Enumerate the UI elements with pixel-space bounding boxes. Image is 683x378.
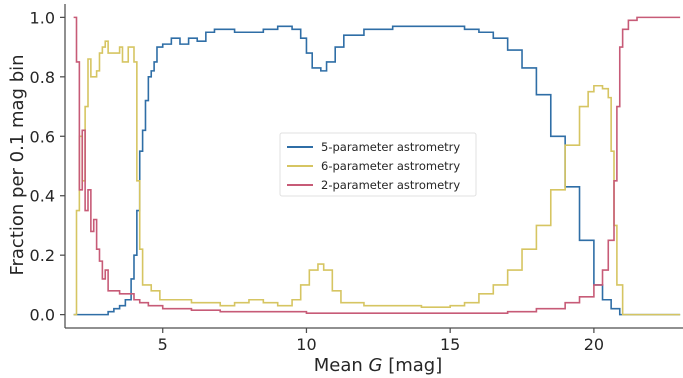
x-tick-label: 5: [158, 335, 168, 354]
y-ticks: 0.0 0.2 0.4 0.6 0.8 1.0: [30, 8, 65, 325]
legend-label-1: 5-parameter astrometry: [321, 140, 460, 154]
x-ticks: 5 10 15 20: [158, 328, 604, 354]
y-tick-label: 0.4: [30, 187, 55, 206]
series-line-3: [73, 16, 681, 314]
legend-label-3: 2-parameter astrometry: [321, 178, 460, 192]
x-axis-label: Mean G [mag]: [314, 355, 442, 376]
series-line-2: [73, 40, 681, 316]
x-tick-label: 20: [584, 335, 604, 354]
y-tick-label: 0.0: [30, 306, 55, 325]
y-tick-label: 0.8: [30, 68, 55, 87]
y-tick-label: 0.2: [30, 246, 55, 265]
legend-box: [279, 132, 477, 197]
series-layer: [73, 16, 681, 316]
x-tick-label: 15: [440, 335, 460, 354]
y-tick-label: 0.6: [30, 127, 55, 146]
legend: 5-parameter astrometry 6-parameter astrom…: [279, 132, 477, 197]
y-tick-label: 1.0: [30, 8, 55, 27]
legend-label-2: 6-parameter astrometry: [321, 159, 460, 173]
x-tick-label: 10: [296, 335, 316, 354]
y-axis-label: Fraction per 0.1 mag bin: [7, 54, 28, 275]
